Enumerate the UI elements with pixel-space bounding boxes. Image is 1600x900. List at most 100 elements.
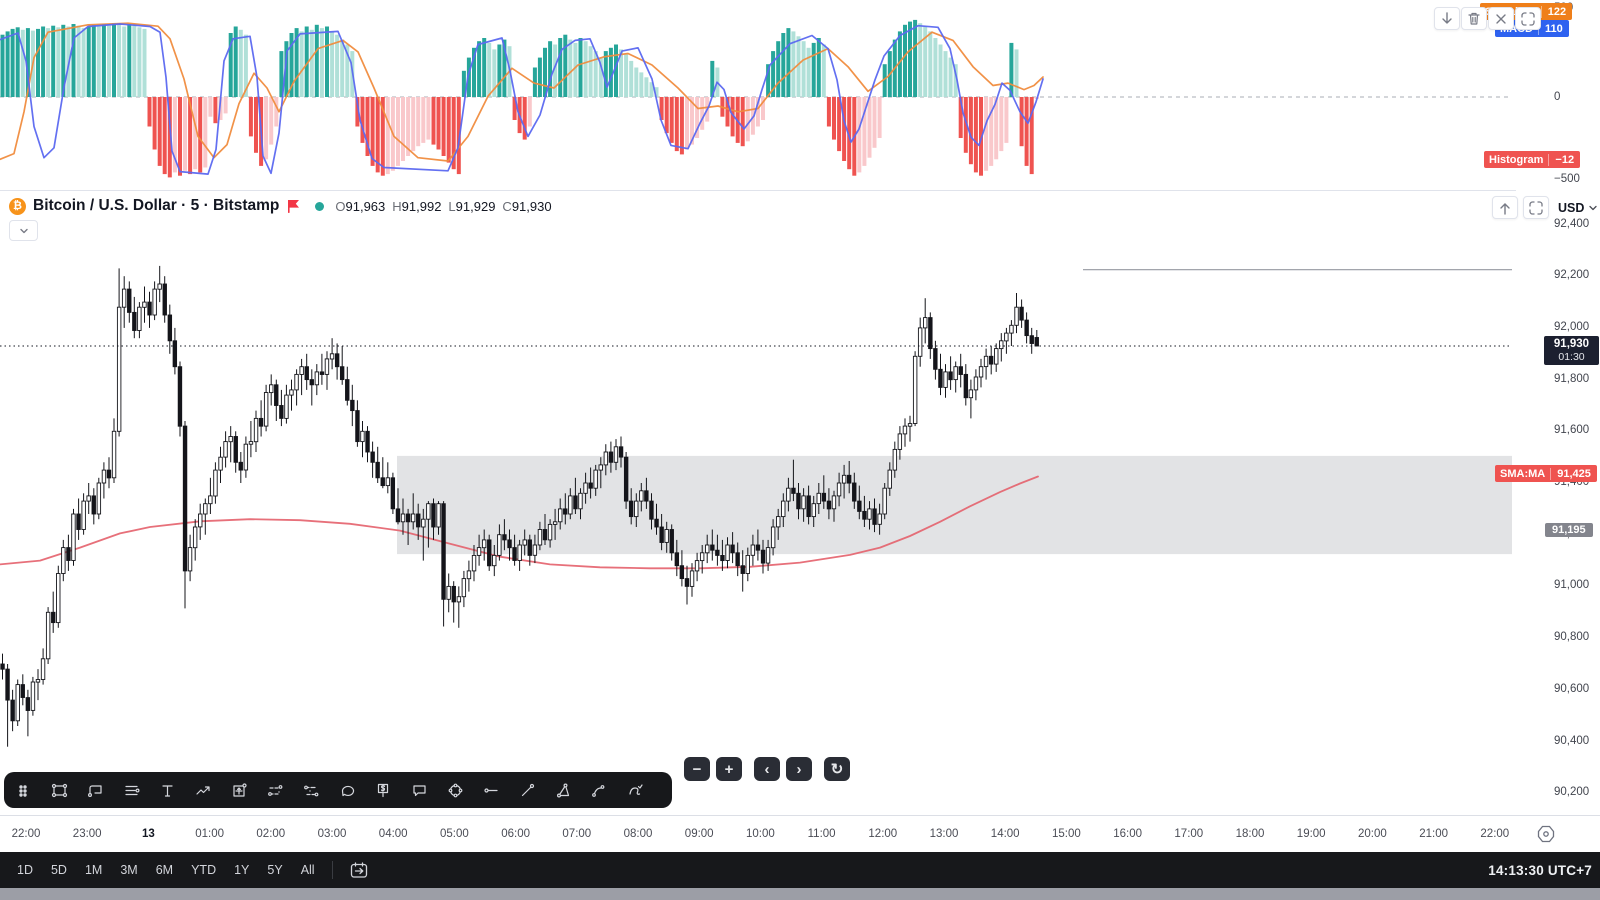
ellipse-icon[interactable] <box>334 777 361 803</box>
price-axis-tick: 92,400 <box>1554 217 1590 230</box>
price-axis-tick: 90,800 <box>1554 631 1590 644</box>
current-price-tag: 91,930 01:30 <box>1544 336 1599 365</box>
maximize-pane-button[interactable] <box>1515 7 1541 30</box>
dashed-segment-icon[interactable] <box>262 777 289 803</box>
time-axis-tick: 03:00 <box>317 828 347 840</box>
arrow-up-icon <box>1500 202 1510 215</box>
maximize-icon <box>1529 200 1543 215</box>
current-price-value: 91,930 <box>1553 338 1590 350</box>
dashed-segment-alt-icon[interactable] <box>298 777 325 803</box>
sma-value-tag: SMA:MA 91,425 <box>1495 465 1597 482</box>
currency-selector[interactable]: USD <box>1554 199 1600 217</box>
time-axis-tick: 10:00 <box>746 828 775 840</box>
clock-timezone[interactable]: 14:13:30 UTC+7 <box>1488 862 1592 878</box>
time-axis-tick: 08:00 <box>623 828 653 840</box>
range-button-ytd[interactable]: YTD <box>191 863 217 877</box>
symbol-interval[interactable]: 5 <box>190 197 200 214</box>
path-icon[interactable] <box>82 777 109 803</box>
drag-handle-icon[interactable] <box>10 777 37 803</box>
time-axis-tick: 21:00 <box>1419 828 1448 840</box>
price-chart-pane[interactable] <box>0 190 1516 816</box>
trash-icon <box>1468 12 1480 25</box>
range-button-1m[interactable]: 1M <box>84 863 103 877</box>
move-pane-up-button[interactable] <box>1492 196 1518 219</box>
footer-divider <box>331 861 333 879</box>
chevron-down-icon <box>19 228 28 233</box>
symbol-legend-bar: ₿ Bitcoin / U.S. Dollar · 5 · Bitstamp O… <box>9 195 552 217</box>
zoom-out-button[interactable]: − <box>684 757 710 781</box>
price-axis-tick: 91,000 <box>1554 579 1590 592</box>
legend-collapse-button[interactable] <box>9 220 38 241</box>
time-axis-tick: 22:00 <box>1480 828 1510 840</box>
currency-label: USD <box>1558 200 1585 215</box>
signal-tag-value: 122 <box>1547 5 1567 18</box>
ohlc-item: O91,963 <box>335 198 386 214</box>
close-icon <box>1496 13 1506 24</box>
range-button-5d[interactable]: 5D <box>50 863 67 877</box>
flag-icon[interactable] <box>286 199 302 214</box>
triangle-icon[interactable] <box>550 777 577 803</box>
session-clock-icon[interactable] <box>1536 824 1556 844</box>
price-axis-tick: 90,600 <box>1554 682 1590 695</box>
histogram-tag-value: −12 <box>1555 153 1575 166</box>
time-axis-tick: 13 <box>141 828 155 840</box>
price-label-icon[interactable] <box>370 777 397 803</box>
reset-chart-button[interactable]: ↻ <box>824 757 850 781</box>
range-button-3m[interactable]: 3M <box>120 863 138 877</box>
delete-indicator-button[interactable] <box>1461 7 1487 30</box>
symbol-title[interactable]: Bitcoin / U.S. Dollar · 5 · Bitstamp <box>33 197 279 215</box>
rectangle-icon[interactable] <box>46 777 73 803</box>
macd-tag-value: 110 <box>1545 22 1563 35</box>
anchored-grid-icon[interactable] <box>226 777 253 803</box>
chevron-down-icon <box>1589 205 1598 210</box>
range-button-all[interactable]: All <box>300 863 315 877</box>
ohlc-item: H91,992 <box>392 198 442 214</box>
symbol-exchange: Bitstamp <box>213 197 280 214</box>
parallel-lines-icon[interactable] <box>118 777 145 803</box>
time-axis-tick: 18:00 <box>1235 828 1265 840</box>
sma-tag-value: 91,425 <box>1557 467 1591 480</box>
time-axis-tick: 05:00 <box>440 828 469 840</box>
range-button-1y[interactable]: 1Y <box>234 863 250 877</box>
time-axis-tick: 09:00 <box>684 828 714 840</box>
price-axis[interactable]: 92,40092,20092,00091,80091,60091,40091,2… <box>1516 190 1600 815</box>
callout-icon[interactable] <box>406 777 433 803</box>
pan-left-button[interactable]: ‹ <box>754 757 780 781</box>
separator-dot: · <box>203 197 209 214</box>
macd-indicator-pane[interactable] <box>0 0 1516 190</box>
text-icon[interactable] <box>154 777 181 803</box>
brush-icon[interactable] <box>622 777 649 803</box>
candlestick-chart-svg <box>0 265 1512 747</box>
zoom-in-button[interactable]: + <box>716 757 742 781</box>
range-button-6m[interactable]: 6M <box>155 863 174 877</box>
time-axis-tick: 23:00 <box>72 828 102 840</box>
time-axis-tick: 11:00 <box>807 828 836 840</box>
move-pane-down-button[interactable] <box>1434 7 1460 30</box>
go-to-date-button[interactable] <box>341 858 378 883</box>
bitcoin-logo-icon: ₿ <box>9 197 26 215</box>
close-indicator-button[interactable] <box>1488 7 1514 30</box>
time-axis-tick: 07:00 <box>562 828 592 840</box>
curve-icon[interactable] <box>586 777 613 803</box>
arrow-down-icon <box>1442 11 1452 24</box>
time-axis-tick: 01:00 <box>195 828 224 840</box>
circle-anchors-icon[interactable] <box>442 777 469 803</box>
maximize-chart-button[interactable] <box>1523 196 1549 219</box>
trend-line-icon[interactable] <box>514 777 541 803</box>
bottom-toolbar: 1D 5D 1M 3M 6M YTD 1Y 5Y All 14:13:30 UTC+7 <box>0 852 1600 888</box>
trend-arrow-icon[interactable] <box>190 777 217 803</box>
ohlc-values: O91,963 H91,992 L91,929 C91,930 <box>335 199 551 214</box>
price-axis-tick: 90,200 <box>1554 786 1590 799</box>
range-button-1d[interactable]: 1D <box>17 863 33 877</box>
market-status-dot[interactable] <box>315 201 325 211</box>
histogram-value-tag: Histogram −12 <box>1484 151 1581 168</box>
window-bottom-strip <box>0 888 1600 900</box>
horizontal-ray-icon[interactable] <box>478 777 505 803</box>
pan-right-button[interactable]: › <box>786 757 812 781</box>
maximize-icon <box>1521 11 1535 26</box>
time-axis-tick: 06:00 <box>501 828 530 840</box>
range-button-5y[interactable]: 5Y <box>267 863 283 877</box>
price-axis-tick: 92,200 <box>1554 269 1590 282</box>
time-axis[interactable]: 22:00 23:00 13 01:00 02:00 03:00 04:00 05:00 06:… <box>0 815 1600 853</box>
